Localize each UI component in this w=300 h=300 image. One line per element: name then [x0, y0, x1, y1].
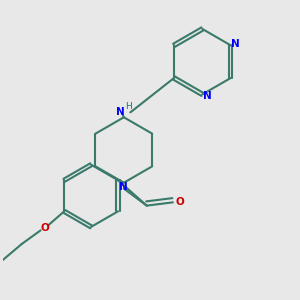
Text: N: N [203, 91, 212, 101]
Text: N: N [231, 39, 240, 49]
Text: N: N [116, 107, 125, 117]
Text: O: O [176, 197, 184, 207]
Text: O: O [40, 223, 49, 233]
Text: N: N [119, 182, 128, 192]
Text: H: H [125, 102, 132, 111]
